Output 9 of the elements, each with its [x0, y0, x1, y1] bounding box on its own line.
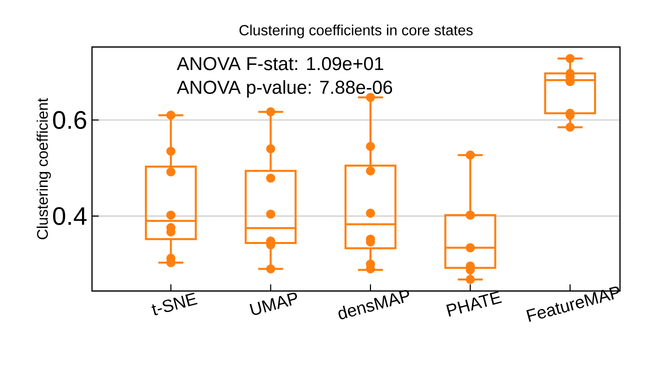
x-tick-label: PHATE	[446, 291, 502, 317]
x-tick-label: UMAP	[250, 292, 297, 315]
y-tick-label: 0.4	[53, 207, 87, 226]
annotation: ANOVA p-value: 7.88e-06	[176, 80, 392, 98]
chart-title: Clustering coefficients in core states	[240, 24, 473, 38]
y-tick-label: 0.6	[53, 111, 86, 129]
annotation: ANOVA F-stat: 1.09e+01	[176, 57, 384, 70]
x-tick-label: t-SNE	[151, 292, 198, 316]
y-axis-title: Clustering coefficient	[36, 98, 51, 240]
